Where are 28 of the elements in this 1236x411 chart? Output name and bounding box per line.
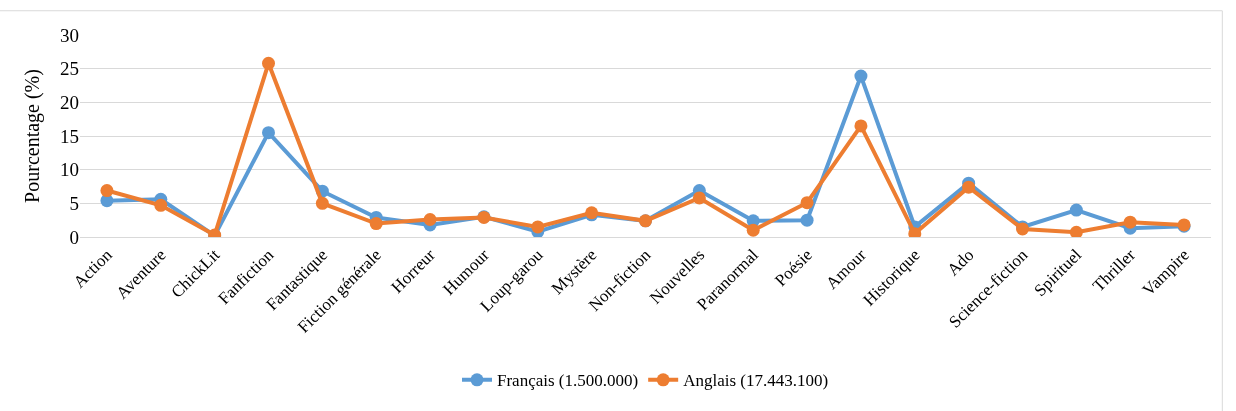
point: [962, 180, 976, 194]
legend-label: Français (1.500.000): [497, 371, 639, 391]
y-tick-label: 30: [60, 24, 79, 46]
point: [1069, 225, 1083, 237]
point: [315, 196, 329, 210]
point: [800, 196, 814, 210]
y-tick-label: 15: [60, 125, 79, 147]
point: [854, 119, 868, 133]
point: [800, 213, 814, 227]
point: [100, 184, 114, 198]
point: [423, 212, 437, 226]
point: [692, 191, 706, 205]
point: [1123, 215, 1137, 229]
y-tick-label: 0: [69, 226, 79, 248]
y-axis-title: Pourcentage (%): [20, 69, 44, 203]
legend-label: Anglais (17.443.100): [683, 371, 829, 391]
point: [531, 220, 545, 234]
point: [262, 126, 275, 140]
point: [262, 56, 275, 70]
point: [154, 198, 168, 212]
y-tick-label: 25: [60, 58, 79, 80]
y-tick-label: 5: [69, 192, 79, 214]
point: [369, 217, 383, 231]
y-tick-label: 20: [60, 91, 79, 113]
y-tick-label: 10: [60, 159, 79, 181]
point: [1069, 203, 1083, 217]
point: [854, 69, 868, 83]
point: [746, 223, 760, 237]
